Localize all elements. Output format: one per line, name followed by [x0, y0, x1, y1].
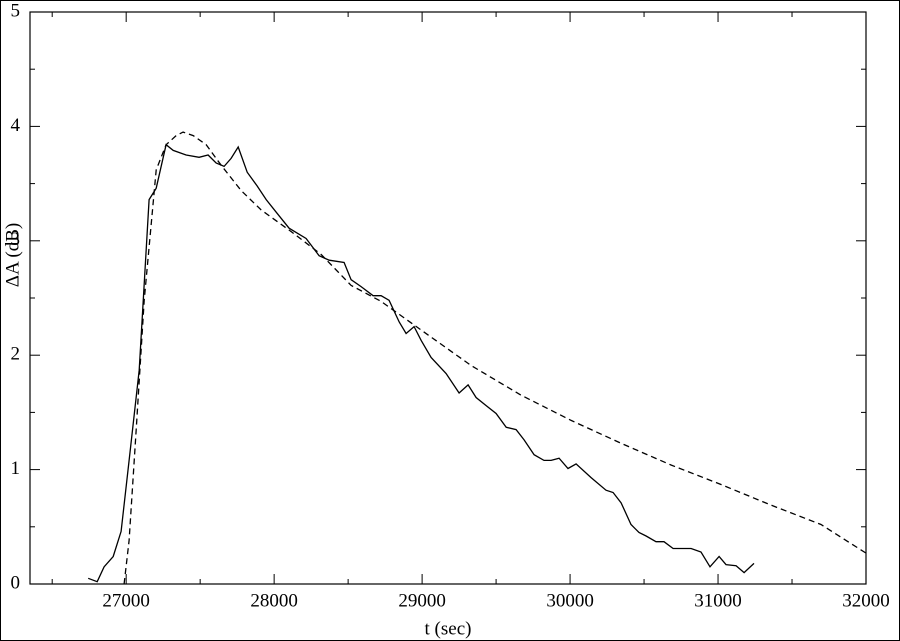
y-tick-label: 1 — [11, 458, 21, 479]
x-tick-label: 32000 — [842, 590, 890, 611]
x-tick-label: 28000 — [250, 590, 298, 611]
y-axis-label: ΔA (dB) — [2, 223, 23, 287]
x-tick-label: 30000 — [546, 590, 594, 611]
x-tick-label: 31000 — [694, 590, 742, 611]
y-tick-label: 5 — [11, 0, 21, 21]
data-line — [123, 131, 867, 585]
x-axis-label: t (sec) — [425, 618, 472, 639]
x-tick-label: 27000 — [102, 590, 150, 611]
data-line — [87, 143, 755, 583]
plot-area — [29, 11, 867, 585]
y-tick-label: 4 — [11, 115, 21, 136]
x-tick-label: 29000 — [398, 590, 446, 611]
y-tick-label: 2 — [11, 344, 21, 365]
y-tick-label: 0 — [11, 572, 21, 593]
y-tick-label: 3 — [11, 229, 21, 250]
